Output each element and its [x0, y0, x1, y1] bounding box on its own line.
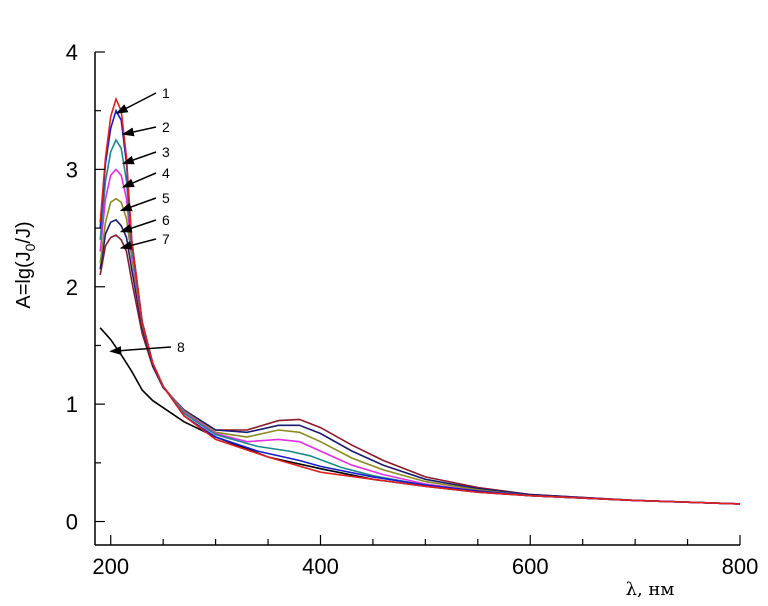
series-3-arrow [121, 151, 157, 165]
curves-layer [99, 96, 741, 505]
series-1-label: 1 [162, 85, 170, 101]
series-7-arrow [119, 238, 157, 250]
y-tick-label: 0 [66, 510, 78, 535]
series-3-line [99, 138, 741, 505]
series-2-line [99, 108, 741, 505]
series-8-arrow [109, 346, 172, 356]
y-axis-title: A=lg(J0/J) [13, 221, 38, 308]
series-2-arrow [121, 126, 157, 137]
y-tick-label: 1 [66, 392, 78, 417]
callouts-layer: 1 2 3 4 5 6 7 8 [109, 85, 185, 356]
series-4-label: 4 [162, 165, 170, 181]
x-axis-title: λ, нм [626, 579, 675, 600]
series-7-line [99, 234, 741, 505]
y-tick-label: 4 [66, 40, 78, 65]
x-tick-label: 800 [722, 554, 759, 579]
series-5-label: 5 [162, 190, 170, 206]
series-5-arrow [119, 197, 157, 212]
series-7-label: 7 [162, 231, 170, 247]
x-tick-label: 600 [512, 554, 549, 579]
series-6-line [99, 218, 741, 505]
series-5-line [99, 197, 741, 505]
x-tick-label: 200 [92, 554, 129, 579]
series-1-line [99, 96, 741, 505]
y-tick-label: 2 [66, 275, 78, 300]
series-6-label: 6 [162, 212, 170, 228]
series-8-label: 8 [177, 339, 185, 355]
y-tick-label: 3 [66, 157, 78, 182]
series-4-arrow [121, 172, 157, 188]
series-6-arrow [119, 219, 157, 233]
x-tick-label: 400 [302, 554, 339, 579]
series-3-label: 3 [162, 144, 170, 160]
series-4-line [99, 168, 741, 505]
axes-layer: 200 400 600 800 0 1 2 3 4 [66, 40, 759, 579]
series-2-label: 2 [162, 119, 170, 135]
series-1-arrow [115, 92, 157, 114]
